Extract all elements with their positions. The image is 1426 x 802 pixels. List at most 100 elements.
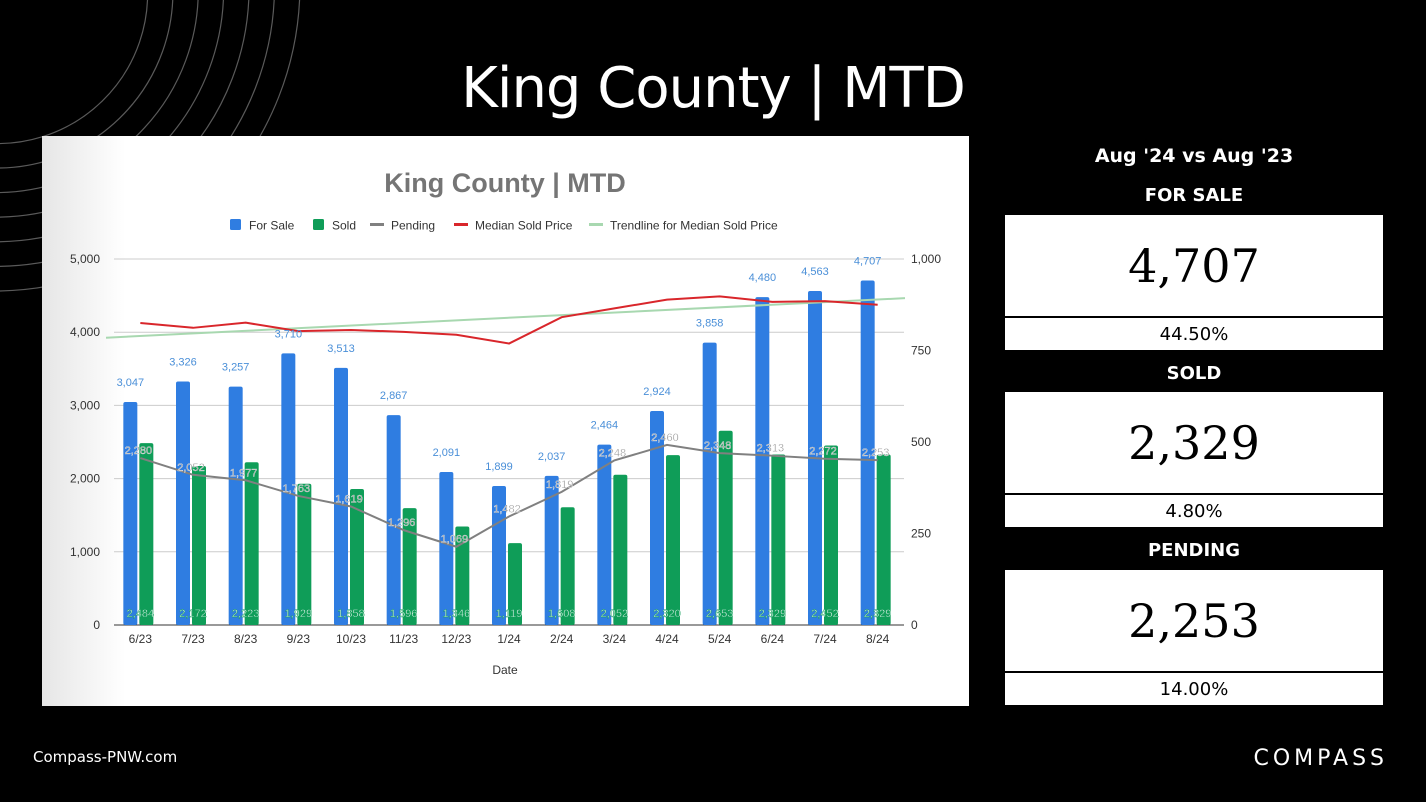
x-tick-label: 5/24: [708, 632, 732, 646]
chart-card: King County | MTD For Sale Sold Pending Medi…: [42, 136, 969, 706]
data-label-for-sale: 2,091: [433, 447, 461, 459]
data-label-sold: 2,329: [759, 608, 787, 620]
bar-for-sale: [544, 475, 559, 625]
data-label-sold: 2,452: [811, 608, 839, 620]
data-label-for-sale: 3,326: [169, 357, 197, 369]
y-tick-label: 3,000: [70, 398, 100, 412]
data-label-for-sale: 2,924: [643, 386, 671, 398]
bar-sold: [824, 445, 838, 625]
data-label-sold: 2,484: [127, 608, 155, 620]
data-label-pending: 1,296: [388, 517, 416, 529]
x-tick-label: 8/24: [866, 632, 890, 646]
bar-for-sale: [650, 410, 664, 625]
data-label-sold: 1,596: [390, 608, 418, 620]
bar-sold: [139, 443, 154, 625]
legend-label: Pending: [391, 219, 435, 233]
line-median-sold-price: [140, 295, 878, 345]
y-tick-label: 0: [93, 618, 100, 632]
x-tick-label: 3/24: [603, 632, 627, 646]
y-tick-label: 1,000: [70, 545, 100, 559]
data-label-pending: 2,348: [704, 440, 732, 452]
decorative-arc: [0, 0, 199, 194]
x-tick-label: 6/24: [761, 632, 785, 646]
y2-tick-label: 250: [911, 527, 931, 541]
bar-for-sale: [123, 401, 138, 625]
x-tick-label: 7/24: [813, 632, 837, 646]
pending-change: 14.00%: [1004, 672, 1384, 706]
bar-sold: [350, 488, 364, 625]
legend-swatch: [454, 223, 468, 226]
sold-heading: SOLD: [1166, 363, 1222, 384]
data-label-pending: 2,280: [125, 445, 153, 457]
y-tick-label: 5,000: [70, 252, 100, 266]
slide-title: King County | MTD: [461, 56, 966, 121]
y-tick-label: 2,000: [70, 472, 100, 486]
data-label-sold: 1,929: [285, 608, 313, 620]
data-label-pending: 1,763: [283, 483, 311, 495]
data-label-pending: 2,313: [757, 443, 785, 455]
bar-sold: [455, 526, 470, 625]
data-label-for-sale: 3,047: [117, 377, 145, 389]
legend-label: Sold: [332, 219, 356, 233]
bar-sold: [771, 454, 786, 625]
bar-for-sale: [176, 381, 190, 625]
bar-sold: [560, 507, 575, 625]
x-tick-label: 12/23: [441, 632, 471, 646]
bar-sold: [402, 508, 417, 625]
data-label-pending: 2,272: [809, 446, 837, 458]
data-label-pending: 2,248: [599, 447, 627, 459]
bar-for-sale: [281, 353, 296, 625]
x-tick-label: 2/24: [550, 632, 574, 646]
data-label-pending: 2,460: [651, 432, 679, 444]
sold-value: 2,329: [1004, 391, 1384, 494]
data-label-sold: 2,172: [179, 608, 207, 620]
line-pending: [140, 443, 878, 548]
legend-label: Median Sold Price: [475, 219, 573, 233]
data-label-for-sale: 3,513: [327, 343, 355, 355]
data-label-sold: 2,223: [232, 608, 260, 620]
bar-for-sale: [439, 471, 454, 625]
x-tick-label: 10/23: [336, 632, 366, 646]
data-label-pending: 1,619: [335, 493, 363, 505]
y2-tick-label: 1,000: [911, 252, 941, 266]
data-label-sold: 2,320: [653, 608, 681, 620]
bar-sold: [297, 483, 312, 625]
y-tick-label: 4,000: [70, 325, 100, 339]
decorative-arc: [0, 0, 174, 169]
y2-tick-label: 0: [911, 618, 918, 632]
data-label-pending: 2,052: [177, 462, 205, 474]
data-label-pending: 2,253: [862, 447, 890, 459]
x-axis-label: Date: [492, 663, 518, 677]
data-label-for-sale: 4,563: [801, 266, 829, 278]
comparison-heading: Aug '24 vs Aug '23: [1094, 145, 1294, 167]
chart-title: King County | MTD: [384, 168, 626, 198]
data-label-sold: 1,119: [496, 608, 523, 620]
x-tick-label: 9/23: [287, 632, 311, 646]
decorative-arc: [0, 0, 149, 145]
trendline-median-price: [105, 297, 906, 339]
data-label-for-sale: 4,480: [749, 272, 777, 284]
legend-swatch: [313, 219, 324, 230]
bar-for-sale: [702, 342, 717, 625]
legend-label: Trendline for Median Sold Price: [610, 219, 778, 233]
bar-for-sale: [860, 280, 875, 625]
data-label-pending: 1,482: [493, 504, 521, 516]
for-sale-value: 4,707: [1004, 214, 1384, 317]
bar-sold: [192, 466, 206, 625]
data-label-for-sale: 3,257: [222, 362, 250, 374]
footer-website[interactable]: Compass-PNW.com: [33, 748, 178, 766]
data-label-for-sale: 3,858: [696, 318, 724, 330]
bar-for-sale: [334, 367, 348, 625]
x-tick-label: 8/23: [234, 632, 258, 646]
x-tick-label: 4/24: [655, 632, 679, 646]
legend-swatch: [370, 223, 384, 226]
x-tick-label: 11/23: [389, 632, 418, 646]
data-label-pending: 1,977: [230, 467, 258, 479]
data-label-for-sale: 3,710: [275, 328, 303, 340]
data-label-sold: 1,858: [337, 608, 365, 620]
for-sale-heading: FOR SALE: [1144, 185, 1244, 206]
pending-value: 2,253: [1004, 569, 1384, 672]
bar-sold: [508, 543, 522, 625]
x-tick-label: 6/23: [129, 632, 153, 646]
x-tick-label: 1/24: [497, 632, 521, 646]
